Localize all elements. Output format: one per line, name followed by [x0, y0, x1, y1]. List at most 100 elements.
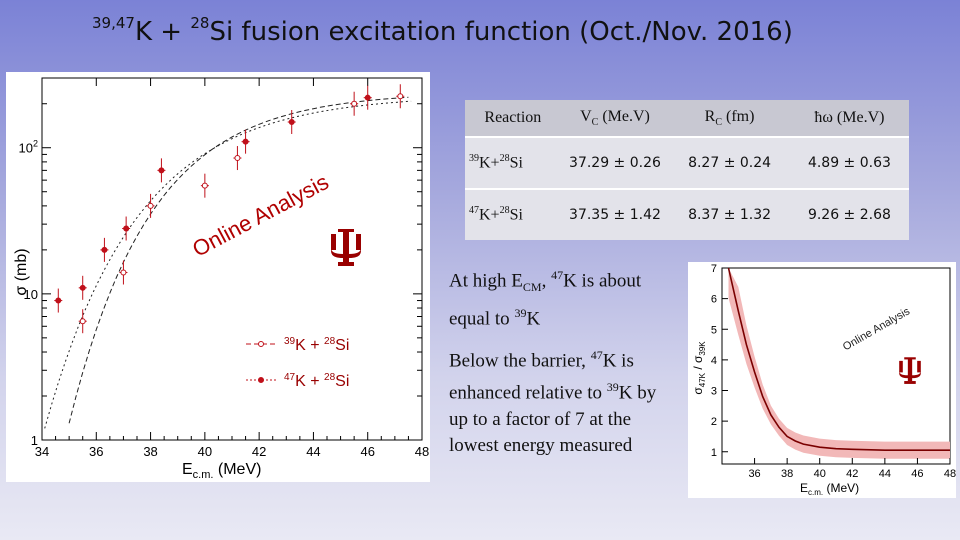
y-axis-label: σ (mb): [13, 248, 30, 295]
x-tick-label: 48: [415, 444, 429, 459]
legend-el1: K +: [295, 337, 324, 354]
header-reaction: Reaction: [465, 100, 561, 137]
trident-shaft: [907, 358, 913, 382]
cell-rc: 8.27 ± 0.24: [669, 136, 790, 189]
x-tick-label: 44: [306, 444, 320, 459]
trident-base: [904, 381, 916, 384]
y-tick-label: 6: [711, 294, 717, 306]
title-sup-2: 28: [190, 14, 210, 32]
y-tick-text: 10: [24, 287, 38, 302]
trident-shaft: [343, 230, 349, 262]
legend-entry: 47K + 28Si: [284, 372, 349, 390]
series-39k: [78, 84, 405, 334]
trident-top: [904, 357, 916, 360]
plot-frame: [41, 77, 423, 441]
x-tick-label: 48: [944, 468, 956, 480]
cell-hw: 4.89 ± 0.63: [789, 136, 909, 189]
header-rc: RC (fm): [669, 100, 790, 137]
x-axis-label-sub: c.m.: [193, 469, 214, 481]
header-vc: VC (Me.V): [560, 100, 670, 137]
data-point: [123, 225, 130, 232]
legend-sup1: 39: [284, 336, 296, 347]
data-point: [120, 269, 127, 276]
cell-reaction: 47K+28Si: [465, 188, 561, 240]
data-point: [201, 182, 208, 189]
x-axis-label-main: E: [182, 461, 193, 478]
data-point: [79, 318, 86, 325]
fit-parameters-table: Reaction VC (Me.V) RC (fm) ħω (Me.V) 39K…: [465, 100, 909, 240]
data-point: [158, 167, 165, 174]
legend-el2: Si: [335, 373, 349, 390]
cell-reaction: 39K+28Si: [465, 136, 561, 189]
trident-crossbar: [899, 370, 921, 379]
y-tick-label: 10: [24, 287, 38, 302]
x-axis-label-unit: (MeV): [213, 461, 261, 478]
y-tick-label: 1: [711, 447, 717, 459]
x-axis-label-unit: (MeV): [823, 481, 859, 495]
y-axis-label-mid: / σ: [691, 355, 705, 373]
trident-right-prong: [917, 360, 921, 373]
series-47k: [54, 85, 372, 313]
x-axis-label-sub: c.m.: [808, 488, 823, 497]
trident-right-prong: [356, 234, 361, 250]
header-hw: ħω (Me.V): [789, 100, 909, 137]
ratio-chart: 36 38 40 42 44 46 48 1 2 3 4 5 6 7 Ec.m. (MeV) σ47K / σ…: [691, 263, 956, 497]
y-tick-label: 5: [711, 324, 717, 336]
excitation-function-panel: 34 36 38 40 42 44 46 48 1 10 102 Ec.m. (MeV) σ (mb) O…: [6, 72, 430, 482]
data-point: [101, 246, 108, 253]
trident-crossbar: [331, 248, 361, 258]
y-tick-label: 7: [711, 263, 717, 275]
note-high-energy: At high ECM, 47K is about equal to 39K: [449, 268, 642, 330]
data-point: [55, 297, 62, 304]
x-tick-label: 38: [143, 444, 157, 459]
note-below-barrier: Below the barrier, 47K is enhanced relat…: [449, 348, 657, 456]
cell-vc: 37.29 ± 0.26: [560, 136, 670, 189]
x-tick-label: 38: [781, 468, 793, 480]
x-tick-label: 42: [252, 444, 266, 459]
x-axis-label: Ec.m. (MeV): [800, 481, 859, 497]
watermark: Online Analysis: [188, 169, 333, 262]
y-tick-text: 10: [19, 141, 33, 156]
y-axis-label: σ47K / σ39K: [691, 341, 707, 395]
legend-sup2: 28: [324, 336, 336, 347]
y-tick-sup: 2: [33, 139, 38, 149]
y-tick-label: 102: [19, 139, 38, 156]
title-rest: fusion excitation function (Oct./Nov. 20…: [233, 17, 793, 47]
cell-vc: 37.35 ± 1.42: [560, 188, 670, 240]
y-axis-label-main: σ: [691, 387, 705, 395]
data-point: [397, 93, 404, 100]
legend-sup2: 28: [324, 372, 336, 383]
trident-left-prong: [331, 234, 336, 250]
data-point: [234, 155, 241, 162]
x-tick-label: 42: [846, 468, 858, 480]
table-row: 47K+28Si 37.35 ± 1.42 8.37 ± 1.32 9.26 ±…: [465, 188, 909, 240]
data-point: [147, 202, 154, 209]
y-tick-label: 3: [711, 386, 717, 398]
trident-base: [338, 262, 354, 266]
table-row: 39K+28Si 37.29 ± 0.26 8.27 ± 0.24 4.89 ±…: [465, 136, 909, 189]
title-element-1: K: [134, 17, 153, 47]
x-axis-label-main: E: [800, 481, 808, 495]
data-point: [79, 284, 86, 291]
slide-title: 39,47K + 28Si fusion excitation function…: [92, 14, 932, 58]
x-tick-label: 40: [814, 468, 826, 480]
y-tick-label: 1: [31, 433, 38, 448]
y-tick-label: 2: [711, 416, 717, 428]
x-axis-label: Ec.m. (MeV): [182, 461, 261, 481]
ratio-panel: 36 38 40 42 44 46 48 1 2 3 4 5 6 7 Ec.m. (MeV) σ47K / σ…: [688, 262, 956, 498]
trident-logo: [331, 229, 361, 266]
x-tick-label: 46: [360, 444, 374, 459]
x-tick-label: 36: [748, 468, 760, 480]
trident-left-prong: [899, 360, 903, 373]
ratio-curve: [727, 267, 950, 451]
cell-rc: 8.37 ± 1.32: [669, 188, 790, 240]
y-tick-text: 1: [31, 433, 38, 448]
x-tick-label: 46: [911, 468, 923, 480]
x-tick-label: 36: [89, 444, 103, 459]
trident-top: [338, 229, 354, 232]
data-point: [351, 100, 358, 107]
uncertainty-band: [728, 268, 950, 459]
legend-el2: Si: [335, 337, 349, 354]
legend-marker: [258, 341, 264, 347]
